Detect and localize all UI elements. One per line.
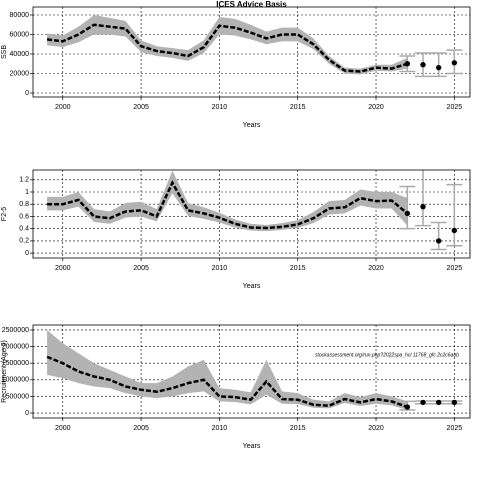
x-tick-label: 2025 bbox=[447, 425, 463, 432]
y-tick-label: 1.2 bbox=[19, 177, 29, 184]
plot-area bbox=[33, 7, 470, 97]
y-tick-label: 0.6 bbox=[19, 213, 29, 220]
y-tick-label: 1000000 bbox=[2, 377, 29, 384]
x-tick-label: 2025 bbox=[447, 265, 463, 272]
x-tick-label: 2010 bbox=[212, 265, 228, 272]
forecast-point bbox=[435, 238, 442, 244]
x-tick-label: 2005 bbox=[133, 104, 149, 111]
x-tick-label: 2000 bbox=[55, 104, 71, 111]
y-tick-label: 2500000 bbox=[2, 327, 29, 334]
y-tick-label: 0 bbox=[25, 250, 29, 257]
y-tick-label: 500000 bbox=[6, 393, 29, 400]
forecast-point bbox=[420, 399, 426, 406]
y-axis-label: SSB bbox=[1, 45, 8, 59]
forecast-point bbox=[451, 227, 458, 234]
x-tick-label: 2015 bbox=[290, 265, 306, 272]
y-tick-label: 0 bbox=[25, 410, 29, 417]
y-tick-label: 1500000 bbox=[2, 360, 29, 367]
forecast-point bbox=[420, 62, 426, 68]
x-tick-label: 2010 bbox=[212, 425, 228, 432]
y-tick-label: 0.8 bbox=[19, 201, 29, 208]
confidence-band bbox=[47, 329, 408, 411]
plot-area bbox=[33, 325, 470, 418]
forecast-point bbox=[435, 64, 442, 71]
confidence-band bbox=[47, 14, 408, 75]
x-tick-label: 2000 bbox=[55, 265, 71, 272]
x-tick-label: 2025 bbox=[447, 104, 463, 111]
y-axis-label: F2-5 bbox=[1, 207, 8, 222]
chart-title: ICES Advice Basis bbox=[216, 0, 287, 9]
y-tick-label: 40000 bbox=[10, 51, 30, 58]
forecast-point bbox=[404, 210, 411, 217]
x-tick-label: 2020 bbox=[368, 265, 384, 272]
x-axis-label: Years bbox=[243, 443, 261, 450]
x-axis-label: Years bbox=[243, 122, 261, 129]
estimate-line bbox=[46, 23, 408, 73]
forecast-point bbox=[404, 61, 411, 67]
x-tick-label: 2005 bbox=[133, 265, 149, 272]
y-axis-label: Recruitment (Age 0) bbox=[1, 340, 8, 403]
forecast-point bbox=[404, 404, 411, 410]
plot-frame bbox=[32, 169, 471, 259]
plot-area bbox=[33, 170, 470, 258]
y-tick-label: 0.4 bbox=[19, 226, 29, 233]
forecast-point bbox=[435, 399, 442, 406]
forecast-point bbox=[451, 399, 458, 406]
forecast-point bbox=[451, 60, 458, 66]
y-tick-label: 0.2 bbox=[19, 238, 29, 245]
estimate-line bbox=[47, 180, 409, 230]
x-axis-label: Years bbox=[243, 283, 261, 290]
x-tick-label: 2015 bbox=[290, 425, 306, 432]
plot-frame bbox=[32, 6, 471, 98]
forecast-point bbox=[420, 203, 426, 210]
y-tick-label: 60000 bbox=[10, 31, 30, 38]
y-tick-label: 1 bbox=[25, 189, 29, 196]
x-tick-label: 2000 bbox=[55, 425, 71, 432]
x-tick-label: 2020 bbox=[368, 425, 384, 432]
x-tick-label: 2005 bbox=[133, 425, 149, 432]
y-tick-label: 2000000 bbox=[2, 343, 29, 350]
x-tick-label: 2020 bbox=[368, 104, 384, 111]
estimate-line bbox=[46, 355, 408, 409]
y-tick-label: 20000 bbox=[10, 70, 30, 77]
plot-frame bbox=[32, 324, 471, 419]
y-tick-label: 0 bbox=[25, 90, 29, 97]
x-tick-label: 2015 bbox=[290, 104, 306, 111]
x-tick-label: 2010 bbox=[212, 104, 228, 111]
annotation: stockassessment.org/run.php?2022spa_hcl … bbox=[315, 352, 459, 358]
y-tick-label: 80000 bbox=[10, 12, 30, 19]
